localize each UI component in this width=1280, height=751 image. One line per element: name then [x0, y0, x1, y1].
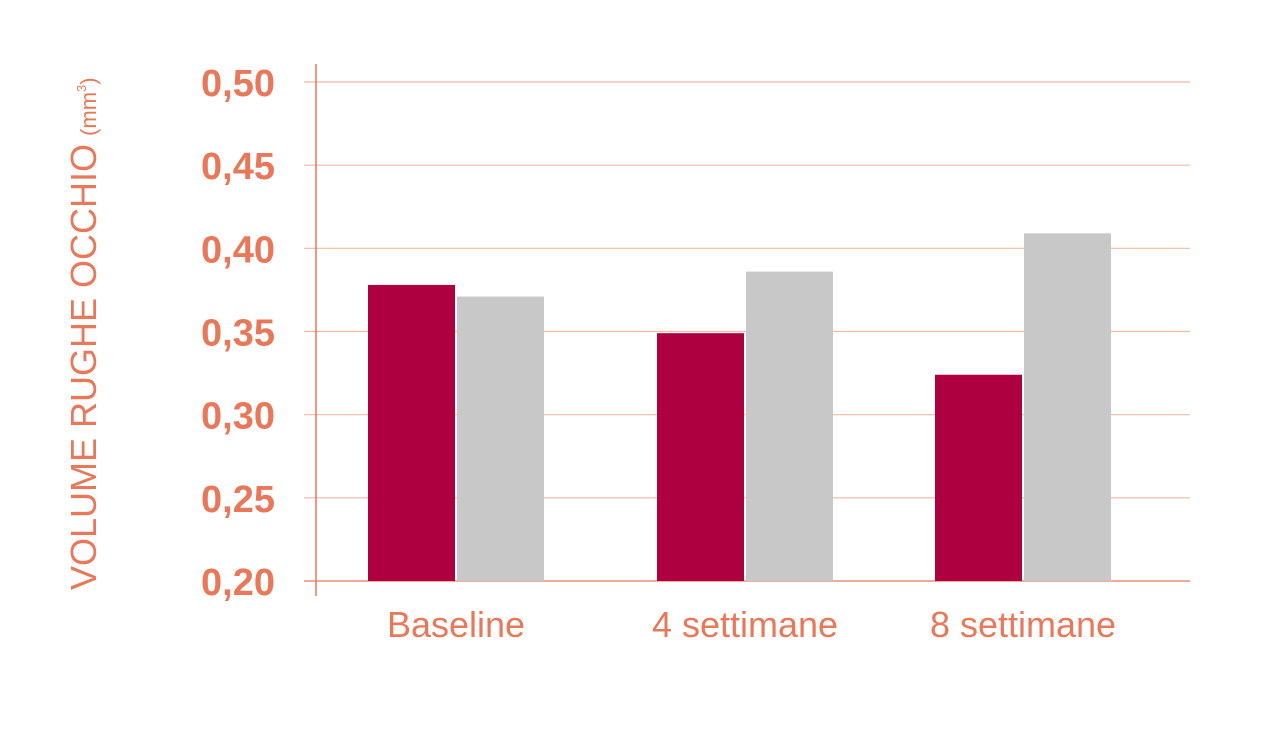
y-axis-label: VOLUME RUGHE OCCHIO (mm3) — [63, 77, 104, 590]
bar — [657, 333, 744, 581]
bar — [935, 374, 1022, 581]
bar — [368, 284, 455, 581]
y-tick-label: 0,40 — [201, 229, 275, 271]
y-tick-label: 0,35 — [201, 313, 275, 355]
y-axis-label-unit-close: ) — [76, 77, 101, 84]
y-tick-label: 0,45 — [201, 146, 275, 188]
y-tick-labels: 0,20 0,25 0,30 0,35 0,40 0,45 0,50 — [201, 63, 275, 604]
bar — [746, 271, 833, 581]
y-tick-label: 0,30 — [201, 396, 275, 438]
bar — [457, 296, 544, 581]
y-axis-label-main: VOLUME RUGHE OCCHIO — [63, 144, 104, 590]
x-category-label: Baseline — [387, 604, 525, 645]
x-category-labels: Baseline 4 settimane 8 settimane — [387, 604, 1116, 645]
y-tick-label: 0,50 — [201, 63, 275, 105]
bars — [368, 233, 1111, 581]
y-axis-label-unit-superscript: 3 — [74, 85, 89, 92]
y-tick-label: 0,20 — [201, 562, 275, 604]
bar — [1024, 233, 1111, 581]
x-category-label: 8 settimane — [930, 604, 1116, 645]
y-tick-label: 0,25 — [201, 479, 275, 521]
x-category-label: 4 settimane — [652, 604, 838, 645]
y-axis-label-unit: (mm — [76, 92, 101, 136]
